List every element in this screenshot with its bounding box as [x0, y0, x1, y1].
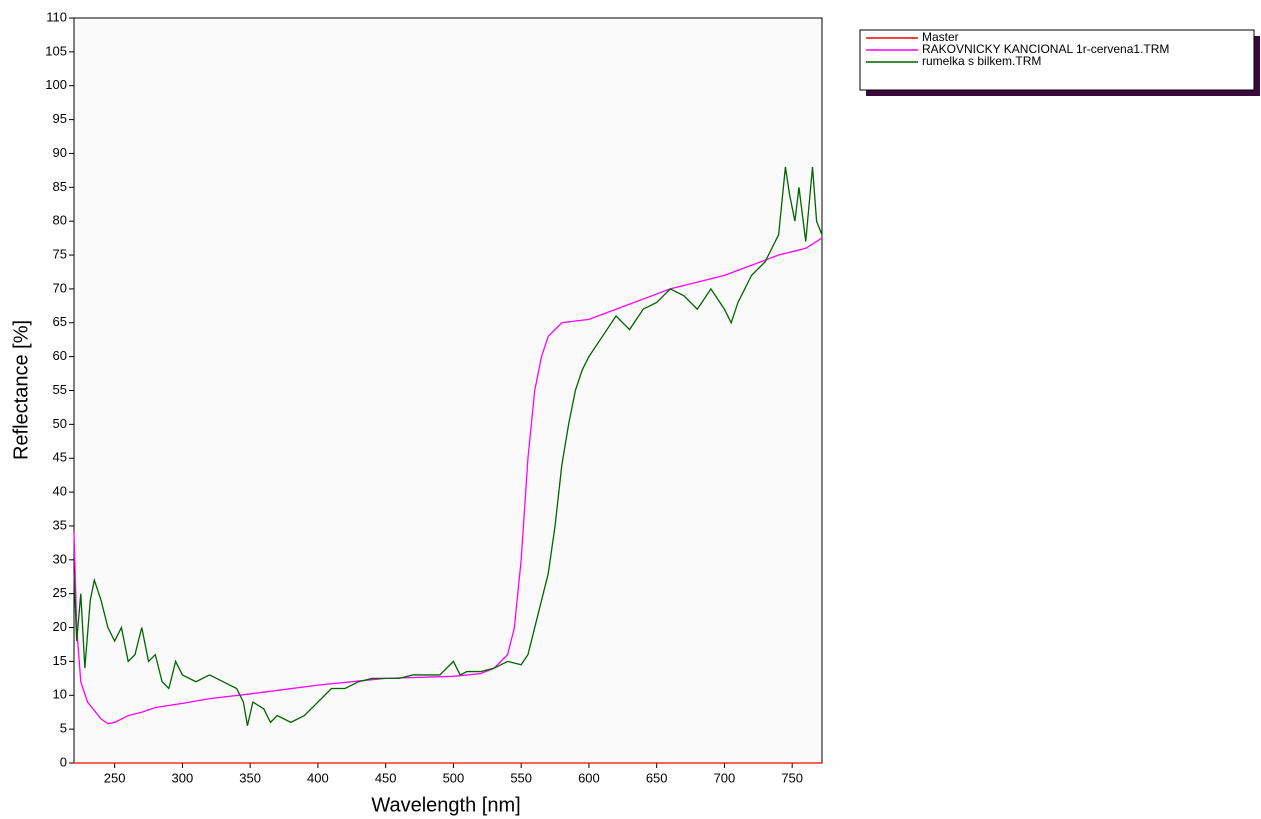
y-tick-label: 70	[53, 280, 67, 295]
x-tick-label: 550	[510, 770, 532, 785]
y-tick-label: 80	[53, 213, 67, 228]
x-tick-label: 250	[104, 770, 126, 785]
x-tick-label: 700	[714, 770, 736, 785]
x-tick-label: 500	[443, 770, 465, 785]
legend-label: rumelka s bilkem.TRM	[922, 54, 1041, 68]
y-tick-label: 15	[53, 653, 67, 668]
y-tick-label: 20	[53, 619, 67, 634]
y-tick-label: 75	[53, 246, 67, 261]
y-tick-label: 30	[53, 551, 67, 566]
y-tick-label: 100	[45, 77, 67, 92]
legend-label: Master	[922, 30, 959, 44]
legend	[859, 29, 1255, 91]
data-line	[73, 237, 823, 725]
y-tick-label: 5	[60, 721, 67, 736]
y-tick-label: 110	[46, 9, 67, 24]
legend-label: RAKOVNICKY KANCIONAL 1r-cervena1.TRM	[922, 42, 1169, 56]
x-tick-label: 350	[239, 770, 261, 785]
y-tick-label: 60	[53, 348, 67, 363]
y-tick-label: 50	[53, 416, 67, 431]
y-tick-label: 25	[53, 585, 67, 600]
y-tick-label: 90	[53, 145, 67, 160]
x-tick-label: 300	[172, 770, 194, 785]
x-tick-label: 750	[781, 770, 803, 785]
y-axis-label: Reflectance [%]	[10, 320, 32, 460]
y-tick-label: 40	[53, 484, 67, 499]
x-axis-label: Wavelength [nm]	[371, 794, 520, 816]
x-tick-label: 400	[307, 770, 329, 785]
y-tick-label: 95	[53, 111, 67, 126]
y-tick-label: 65	[53, 314, 67, 329]
x-tick-label: 450	[375, 770, 397, 785]
y-tick-label: 105	[45, 43, 67, 58]
x-tick-label: 650	[646, 770, 668, 785]
y-tick-label: 45	[53, 450, 67, 465]
x-tick-label: 600	[578, 770, 600, 785]
y-tick-label: 35	[53, 517, 67, 532]
y-tick-label: 10	[53, 687, 67, 702]
y-tick-label: 0	[60, 754, 67, 769]
y-tick-label: 85	[53, 179, 67, 194]
y-tick-label: 55	[53, 382, 67, 397]
data-line	[73, 166, 823, 726]
plot-area	[73, 17, 823, 764]
